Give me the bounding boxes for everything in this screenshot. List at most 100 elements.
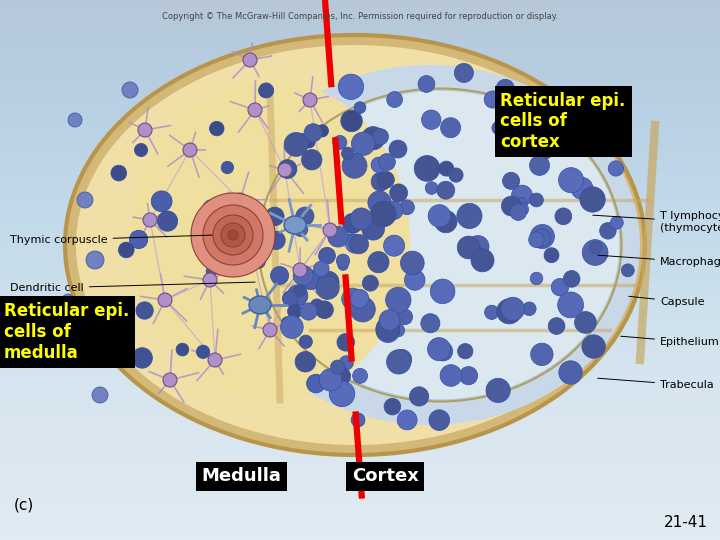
Text: (c): (c)	[14, 497, 35, 512]
Circle shape	[218, 195, 231, 208]
Circle shape	[414, 156, 440, 181]
Circle shape	[314, 261, 329, 276]
Text: T lymphocytes
(thymocytes): T lymphocytes (thymocytes)	[593, 211, 720, 233]
Circle shape	[183, 143, 197, 157]
Circle shape	[206, 266, 217, 276]
Circle shape	[191, 193, 275, 277]
Circle shape	[440, 364, 462, 386]
Circle shape	[296, 207, 314, 225]
Circle shape	[590, 241, 602, 254]
Circle shape	[307, 374, 325, 393]
Circle shape	[338, 260, 348, 271]
Circle shape	[420, 314, 440, 333]
Circle shape	[503, 116, 517, 130]
Circle shape	[571, 177, 593, 199]
Circle shape	[558, 292, 583, 318]
Circle shape	[350, 208, 372, 230]
Circle shape	[319, 247, 336, 264]
Circle shape	[301, 270, 320, 289]
Circle shape	[449, 168, 463, 182]
Circle shape	[284, 132, 308, 157]
Circle shape	[163, 373, 177, 387]
Circle shape	[384, 235, 405, 256]
Circle shape	[111, 165, 127, 181]
Circle shape	[138, 123, 152, 137]
Ellipse shape	[260, 90, 620, 400]
Circle shape	[429, 410, 449, 430]
Circle shape	[548, 318, 565, 334]
Circle shape	[389, 140, 407, 158]
Circle shape	[282, 291, 297, 306]
Circle shape	[341, 147, 354, 160]
Circle shape	[529, 193, 544, 207]
Circle shape	[457, 204, 482, 228]
Text: Capsule: Capsule	[629, 296, 704, 307]
Circle shape	[400, 251, 424, 275]
Circle shape	[459, 367, 477, 385]
Circle shape	[203, 273, 217, 287]
Circle shape	[390, 184, 408, 202]
Circle shape	[143, 213, 157, 227]
Circle shape	[243, 53, 257, 67]
Circle shape	[281, 316, 303, 339]
Circle shape	[350, 296, 375, 322]
Circle shape	[439, 161, 454, 176]
Circle shape	[555, 208, 572, 225]
Ellipse shape	[220, 65, 640, 425]
Text: Dendritic cell: Dendritic cell	[10, 282, 255, 293]
Circle shape	[520, 109, 545, 133]
Circle shape	[552, 279, 569, 296]
Circle shape	[300, 335, 312, 348]
Circle shape	[320, 369, 342, 391]
Circle shape	[151, 191, 172, 212]
Circle shape	[354, 102, 366, 113]
Ellipse shape	[249, 296, 271, 314]
Circle shape	[379, 310, 400, 330]
Circle shape	[514, 124, 526, 136]
Circle shape	[323, 223, 337, 237]
Circle shape	[342, 288, 364, 309]
Circle shape	[454, 63, 474, 83]
Circle shape	[418, 76, 435, 92]
Circle shape	[459, 211, 473, 225]
Circle shape	[501, 298, 525, 321]
Circle shape	[303, 93, 317, 107]
Circle shape	[520, 105, 532, 118]
Circle shape	[119, 242, 134, 258]
Circle shape	[515, 197, 527, 210]
Circle shape	[221, 161, 233, 174]
Circle shape	[457, 236, 480, 259]
Circle shape	[293, 266, 313, 286]
Circle shape	[294, 285, 306, 296]
Circle shape	[362, 275, 378, 291]
Circle shape	[511, 185, 533, 206]
Circle shape	[221, 223, 245, 247]
Circle shape	[611, 216, 624, 229]
Circle shape	[376, 317, 400, 341]
Circle shape	[136, 302, 153, 319]
Circle shape	[294, 222, 308, 237]
Circle shape	[208, 353, 222, 367]
Circle shape	[379, 153, 395, 171]
Circle shape	[563, 271, 580, 287]
Circle shape	[271, 267, 289, 285]
Circle shape	[384, 201, 403, 220]
Text: Trabecula: Trabecula	[598, 378, 714, 390]
Circle shape	[575, 312, 596, 333]
Circle shape	[371, 157, 387, 173]
Circle shape	[282, 317, 292, 328]
Circle shape	[361, 126, 384, 150]
Circle shape	[437, 181, 455, 199]
Circle shape	[371, 201, 396, 227]
Circle shape	[536, 143, 553, 159]
Text: Reticular epi.
cells of
medulla: Reticular epi. cells of medulla	[4, 302, 129, 362]
Circle shape	[304, 124, 322, 142]
Circle shape	[386, 287, 411, 313]
Circle shape	[339, 356, 354, 370]
Circle shape	[500, 113, 519, 132]
Circle shape	[263, 323, 277, 337]
Circle shape	[158, 293, 172, 307]
Circle shape	[336, 254, 350, 267]
Circle shape	[228, 230, 238, 240]
Circle shape	[485, 305, 499, 320]
